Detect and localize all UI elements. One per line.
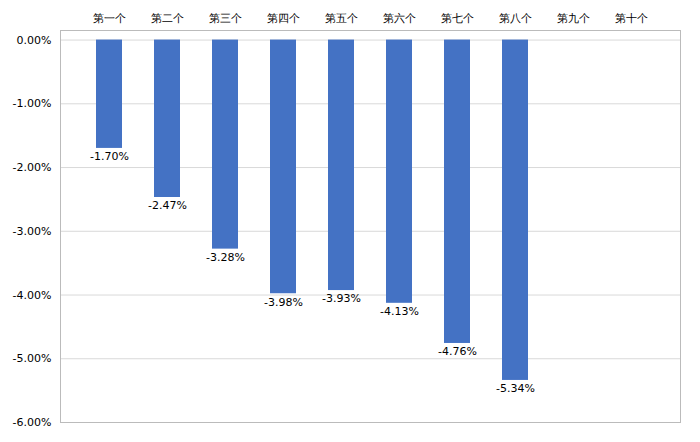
svg-text:-5.34%: -5.34% [496,382,535,395]
svg-text:-2.00%: -2.00% [13,161,52,174]
svg-text:-3.93%: -3.93% [322,292,361,305]
svg-text:第四个: 第四个 [267,12,300,25]
svg-text:-2.47%: -2.47% [148,199,187,212]
svg-text:-4.00%: -4.00% [13,289,52,302]
svg-text:第八个: 第八个 [499,12,532,25]
svg-text:第五个: 第五个 [325,12,358,25]
svg-text:-3.98%: -3.98% [264,296,303,309]
svg-text:第十个: 第十个 [615,12,648,25]
svg-text:-1.00%: -1.00% [13,97,52,110]
svg-text:-6.00%: -6.00% [13,416,52,429]
svg-text:-4.76%: -4.76% [438,345,477,358]
svg-text:第二个: 第二个 [151,12,184,25]
svg-text:-4.13%: -4.13% [380,305,419,318]
svg-text:第七个: 第七个 [441,12,474,25]
svg-text:-5.00%: -5.00% [13,352,52,365]
svg-text:第一个: 第一个 [93,12,126,25]
svg-text:第九个: 第九个 [557,12,590,25]
svg-text:-3.28%: -3.28% [206,251,245,264]
svg-text:第六个: 第六个 [383,12,416,25]
svg-text:0.00%: 0.00% [17,34,52,47]
svg-text:-1.70%: -1.70% [90,150,129,163]
svg-text:-3.00%: -3.00% [13,225,52,238]
svg-text:第三个: 第三个 [209,12,242,25]
